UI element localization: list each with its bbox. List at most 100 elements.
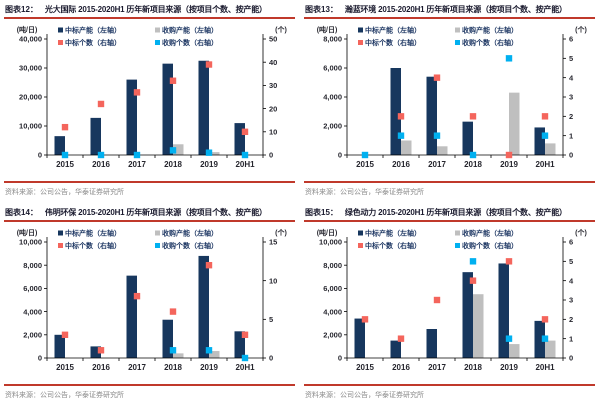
source-note: 资料来源：公司公告，华泰证券研究所 xyxy=(304,181,595,197)
right-axis-tick-label: 0 xyxy=(569,354,573,363)
bar-acquired-capacity-2019 xyxy=(509,344,520,358)
bar-won-capacity-2019 xyxy=(198,60,209,155)
figure-14-chart: 0 2,000 4,000 6,000 8,000 10,000 0 5 10 15 2015 201… xyxy=(17,228,287,372)
legend-label: 中标个数（右轴） xyxy=(65,241,121,250)
bar-won-capacity-2019 xyxy=(498,263,509,358)
bar-acquired-capacity-2018 xyxy=(173,353,184,358)
marker-acquired-count-2018 xyxy=(469,151,477,159)
marker-won-count-20H1 xyxy=(241,331,249,338)
right-axis-tick-label: 2 xyxy=(569,315,573,324)
x-axis-label-2015: 2015 xyxy=(56,363,74,372)
left-axis-tick-label: 2,000 xyxy=(323,331,342,340)
marker-won-count-2019 xyxy=(505,151,513,159)
panel-figure-13: 图表13： 瀚蓝环境 2015-2020H1 历年新项目来源（按项目个数、按产能… xyxy=(300,0,600,203)
legend-label: 收购个数（右轴） xyxy=(462,241,518,250)
legend-swatch-icon xyxy=(155,243,160,248)
right-axis-unit-label: (个) xyxy=(575,25,587,34)
left-axis-tick-label: 10,000 xyxy=(19,238,42,247)
right-axis-tick-label: 1 xyxy=(569,131,573,140)
marker-won-count-2018 xyxy=(469,113,477,120)
legend-swatch-icon xyxy=(358,40,363,45)
legend-swatch-icon xyxy=(358,230,363,236)
bar-acquired-capacity-20H1 xyxy=(545,143,556,155)
bar-acquired-capacity-2019 xyxy=(209,152,220,155)
marker-acquired-count-20H1 xyxy=(541,335,549,342)
figure-title: 光大国际 2015-2020H1 历年新项目来源（按项目个数、按产能） xyxy=(44,5,267,14)
marker-won-count-2015 xyxy=(361,316,369,323)
figure-12-title-bar: 图表12： 光大国际 2015-2020H1 历年新项目来源（按项目个数、按产能… xyxy=(4,4,295,19)
bar-won-capacity-2018 xyxy=(462,272,473,358)
legend-swatch-icon xyxy=(455,40,460,45)
legend-label: 收购产能（左轴） xyxy=(462,229,518,238)
left-axis-tick-label: 2,000 xyxy=(23,331,42,340)
x-axis-label-2016: 2016 xyxy=(392,160,410,169)
right-axis-tick-label: 0 xyxy=(269,354,273,363)
left-axis-tick-label: 4,000 xyxy=(23,307,42,316)
figure-title: 瀚蓝环境 2015-2020H1 历年新项目来源（按项目个数、按产能） xyxy=(344,5,567,14)
legend-label: 收购个数（右轴） xyxy=(162,38,218,47)
figure-12-chart: 0 10,000 20,000 30,000 40,000 0 10 20 30 40 50 2015… xyxy=(17,25,287,169)
bar-won-capacity-2018 xyxy=(462,121,473,155)
figure-title: 伟明环保 2015-2020H1 历年新项目来源（按项目个数、按产能） xyxy=(44,208,267,217)
marker-won-count-2018 xyxy=(469,277,477,284)
left-axis-tick-label: 20,000 xyxy=(19,93,42,102)
marker-acquired-count-2018 xyxy=(169,147,177,154)
marker-acquired-count-20H1 xyxy=(241,151,249,159)
left-axis-tick-label: 0 xyxy=(338,354,342,363)
x-axis-label-2016: 2016 xyxy=(92,160,110,169)
marker-won-count-20H1 xyxy=(541,316,549,323)
marker-acquired-count-2017 xyxy=(433,132,441,139)
left-axis-tick-label: 0 xyxy=(38,354,42,363)
right-axis-unit-label: (个) xyxy=(275,228,287,237)
x-axis-label-2016: 2016 xyxy=(92,363,110,372)
right-axis-unit-label: (个) xyxy=(275,25,287,34)
marker-won-count-2019 xyxy=(505,258,513,265)
panel-figure-15: 图表15： 绿色动力 2015-2020H1 历年新项目来源（按项目个数、按产能… xyxy=(300,203,600,406)
legend-swatch-icon xyxy=(58,243,63,248)
x-axis-label-20H1: 20H1 xyxy=(235,363,255,372)
figure-15-title-bar: 图表15： 绿色动力 2015-2020H1 历年新项目来源（按项目个数、按产能… xyxy=(304,207,595,222)
bar-acquired-capacity-2019 xyxy=(509,92,520,155)
legend-label: 中标产能（左轴） xyxy=(365,229,421,238)
figure-label: 图表13： xyxy=(305,5,338,14)
right-axis-tick-label: 3 xyxy=(569,93,573,102)
right-axis-unit-label: (个) xyxy=(575,228,587,237)
marker-acquired-count-2015 xyxy=(61,151,69,159)
figure-title: 绿色动力 2015-2020H1 历年新项目来源（按项目个数、按产能） xyxy=(344,208,567,217)
marker-won-count-2018 xyxy=(169,308,177,315)
right-axis-tick-label: 40 xyxy=(269,58,277,67)
bar-won-capacity-20H1 xyxy=(234,331,245,358)
bar-acquired-capacity-2018 xyxy=(473,294,484,358)
right-axis-tick-label: 10 xyxy=(269,128,277,137)
x-axis-label-2019: 2019 xyxy=(500,363,518,372)
marker-won-count-2016 xyxy=(397,113,405,120)
marker-won-count-20H1 xyxy=(241,128,249,135)
marker-acquired-count-2018 xyxy=(169,347,177,354)
marker-won-count-2016 xyxy=(97,347,105,354)
x-axis-label-2018: 2018 xyxy=(164,363,182,372)
bar-won-capacity-2017 xyxy=(126,275,137,358)
left-axis-unit-label: (吨/日) xyxy=(317,25,338,34)
marker-won-count-2019 xyxy=(205,262,213,269)
x-axis-label-2019: 2019 xyxy=(500,160,518,169)
marker-won-count-2018 xyxy=(169,77,177,84)
legend-label: 收购产能（左轴） xyxy=(162,26,218,35)
marker-acquired-count-2017 xyxy=(133,151,141,159)
bar-won-capacity-2016 xyxy=(390,340,401,358)
x-axis-label-2018: 2018 xyxy=(464,160,482,169)
left-axis-tick-label: 6,000 xyxy=(23,284,42,293)
marker-acquired-count-2015 xyxy=(361,151,369,159)
bar-won-capacity-2017 xyxy=(426,329,437,358)
legend-label: 中标个数（右轴） xyxy=(365,38,421,47)
right-axis-tick-label: 5 xyxy=(569,54,573,63)
left-axis-tick-label: 10,000 xyxy=(19,122,42,131)
x-axis-label-2017: 2017 xyxy=(128,160,146,169)
legend-label: 中标产能（左轴） xyxy=(365,26,421,35)
left-axis-unit-label: (吨/日) xyxy=(17,228,38,237)
right-axis-tick-label: 10 xyxy=(269,276,277,285)
x-axis-label-2017: 2017 xyxy=(128,363,146,372)
marker-won-count-2016 xyxy=(397,335,405,342)
source-note: 资料来源：公司公告，华泰证券研究所 xyxy=(4,181,295,197)
legend-swatch-icon xyxy=(455,27,460,33)
bar-acquired-capacity-2016 xyxy=(401,140,412,155)
